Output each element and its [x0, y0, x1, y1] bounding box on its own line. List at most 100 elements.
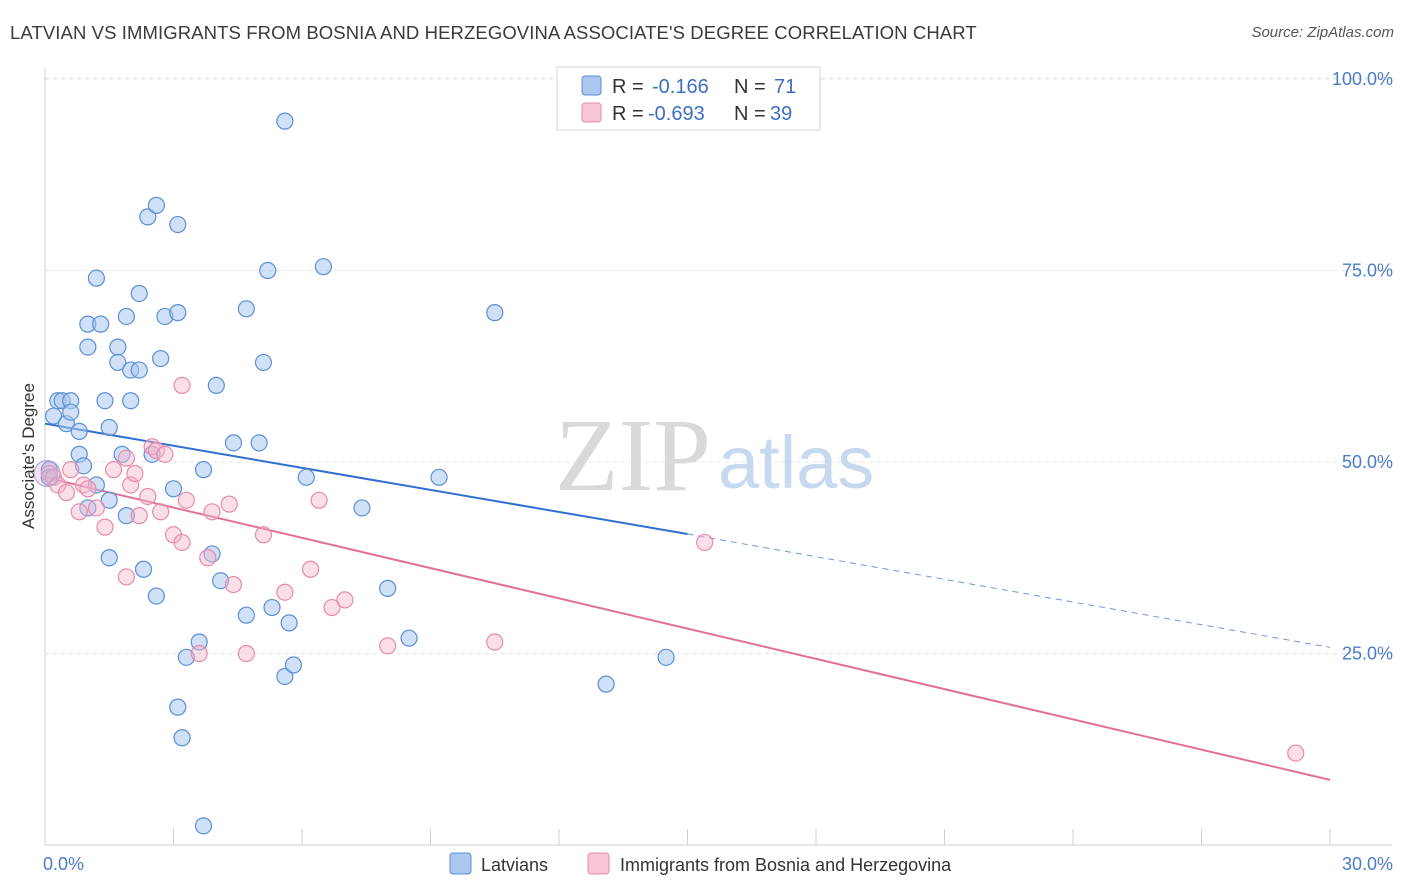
y-axis-label: Associate's Degree: [19, 383, 38, 529]
point-latvians: [194, 817, 213, 835]
point-immigrants: [486, 633, 504, 651]
point-immigrants: [152, 503, 170, 521]
point-latvians: [430, 468, 448, 486]
legend-r-label-2: R =: [612, 103, 644, 125]
point-immigrants: [173, 376, 191, 394]
legend-n-label-2: N =: [734, 103, 766, 125]
point-immigrants: [139, 487, 157, 506]
point-latvians: [177, 648, 195, 666]
chart-title: LATVIAN VS IMMIGRANTS FROM BOSNIA AND HE…: [10, 22, 977, 43]
point-immigrants: [87, 499, 106, 517]
axes: [44, 68, 1392, 846]
point-latvians: [87, 269, 106, 287]
point-latvians: [74, 457, 93, 475]
point-immigrants: [323, 598, 341, 617]
point-latvians: [109, 353, 127, 372]
legend-r-value-1: -0.166: [652, 76, 709, 98]
point-latvians: [79, 338, 97, 356]
point-immigrants: [130, 507, 148, 525]
point-immigrants: [117, 449, 135, 467]
point-latvians: [117, 507, 135, 525]
point-latvians: [169, 698, 187, 716]
point-latvians: [297, 468, 315, 486]
point-immigrants: [1287, 744, 1305, 762]
point-latvians: [237, 606, 255, 624]
y-tick-label: 25.0%: [1342, 644, 1393, 664]
point-latvians: [254, 353, 273, 372]
point-immigrants: [220, 495, 238, 513]
point-latvians: [139, 208, 157, 226]
point-immigrants: [62, 461, 80, 479]
point-latvians: [597, 675, 615, 693]
point-immigrants: [301, 560, 320, 578]
point-latvians: [486, 304, 504, 322]
bottom-legend-swatch-immigrants: [587, 852, 610, 875]
legend-r-value-2: -0.693: [648, 103, 705, 125]
legend-r-label-1: R =: [612, 76, 644, 98]
point-latvians: [224, 434, 243, 452]
data-points: [33, 112, 1305, 835]
trend-line-latvians-extrapolated: [687, 533, 1331, 648]
point-latvians: [152, 349, 170, 368]
bottom-legend-immigrants: Immigrants from Bosnia and Herzegovina: [620, 855, 952, 875]
point-latvians: [87, 476, 106, 494]
point-immigrants: [336, 591, 354, 609]
trend-line-latvians: [44, 422, 688, 535]
legend-swatch-immigrants: [581, 102, 602, 123]
point-latvians: [117, 307, 135, 326]
point-latvians: [92, 315, 110, 333]
point-latvians: [207, 376, 225, 394]
point-latvians: [314, 258, 333, 276]
watermark-atlas: atlas: [718, 421, 874, 504]
point-immigrants: [379, 637, 397, 655]
point-immigrants: [79, 480, 97, 498]
point-latvians: [400, 629, 418, 647]
correlation-legend: R = -0.166 N = 71 R = -0.693 N = 39: [556, 66, 821, 131]
point-latvians: [237, 300, 255, 318]
point-latvians: [276, 112, 294, 130]
point-latvians: [263, 598, 281, 617]
legend-n-label-1: N =: [734, 76, 766, 98]
point-latvians: [284, 656, 303, 674]
legend-n-value-2: 39: [770, 103, 792, 125]
point-latvians: [147, 196, 165, 214]
point-latvians: [100, 418, 118, 437]
point-latvians: [259, 261, 277, 280]
point-immigrants: [126, 464, 144, 483]
point-latvians: [250, 434, 268, 452]
legend-n-value-1: 71: [774, 76, 796, 98]
point-latvians: [70, 422, 88, 440]
point-latvians: [96, 392, 114, 410]
x-tick-label: 0.0%: [43, 854, 84, 874]
point-immigrants: [177, 491, 195, 509]
point-latvians: [130, 361, 148, 379]
bottom-legend-swatch-latvians: [449, 852, 472, 875]
point-latvians: [169, 304, 187, 322]
y-tick-label: 100.0%: [1332, 69, 1393, 89]
point-latvians: [100, 491, 118, 509]
point-immigrants: [254, 526, 273, 544]
point-immigrants: [696, 533, 714, 552]
point-immigrants: [203, 503, 221, 521]
point-latvians: [164, 480, 183, 498]
point-immigrants: [276, 583, 294, 601]
point-latvians: [280, 614, 298, 632]
point-immigrants: [147, 441, 165, 460]
point-immigrants: [57, 484, 76, 502]
point-latvians: [62, 403, 80, 421]
point-latvians: [194, 461, 213, 479]
point-immigrants: [224, 575, 243, 594]
point-latvians: [109, 338, 127, 356]
point-latvians: [147, 587, 165, 605]
point-latvians: [657, 648, 675, 666]
trend-line-immigrants: [44, 476, 1331, 781]
point-immigrants: [156, 445, 174, 463]
point-immigrants: [237, 644, 255, 663]
point-latvians: [276, 667, 294, 686]
point-latvians: [379, 579, 397, 597]
point-immigrants: [117, 568, 135, 586]
watermark-zip: ZIP: [555, 398, 711, 513]
point-latvians: [100, 549, 118, 567]
point-immigrants: [104, 461, 123, 479]
series-legend: Latvians Immigrants from Bosnia and Herz…: [449, 852, 952, 875]
